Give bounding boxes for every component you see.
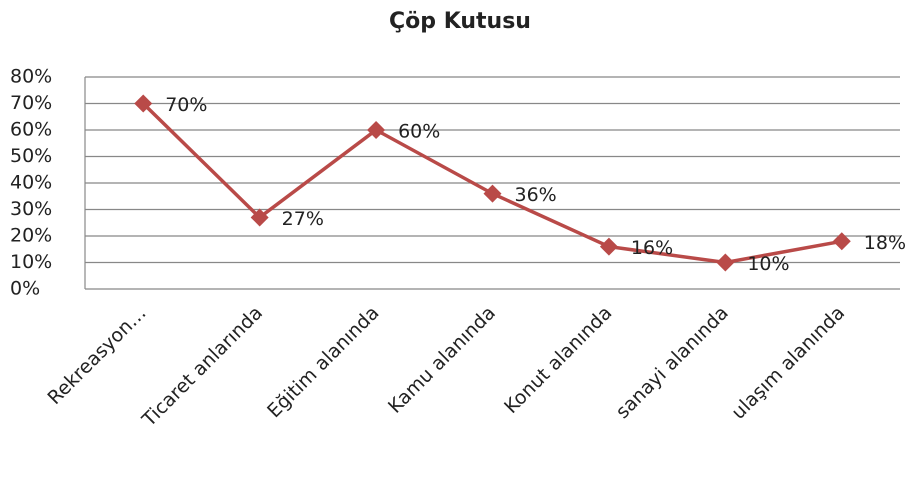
- x-tick-label: sanayi alanında: [612, 302, 733, 423]
- y-tick-label: 0%: [10, 278, 40, 300]
- x-tick-label: Konut alanında: [500, 302, 616, 418]
- x-tick-label: ulaşım alanında: [727, 302, 849, 424]
- x-tick-label: Rekreasyon…: [43, 302, 150, 409]
- y-tick-label: 10%: [10, 251, 52, 273]
- marker: [367, 121, 386, 139]
- data-label: 10%: [747, 253, 789, 275]
- y-tick-label: 80%: [10, 66, 52, 88]
- marker: [832, 232, 851, 251]
- y-tick-label: 60%: [10, 119, 52, 141]
- y-tick-label: 30%: [10, 198, 52, 220]
- data-label: 16%: [631, 237, 673, 259]
- y-tick-label: 40%: [10, 172, 52, 194]
- x-tick-label: Eğitim alanında: [263, 302, 383, 422]
- marker: [134, 94, 153, 113]
- data-label: 36%: [515, 184, 557, 206]
- x-tick-label: Kamu alanında: [384, 302, 500, 418]
- marker: [250, 208, 269, 227]
- data-label: 18%: [864, 232, 906, 254]
- chart-title: Çöp Kutusu: [389, 9, 531, 34]
- y-tick-label: 70%: [10, 92, 52, 114]
- x-tick-label: Ticaret anlarında: [137, 302, 267, 432]
- y-tick-label: 50%: [10, 145, 52, 167]
- marker: [483, 184, 502, 203]
- y-tick-label: 20%: [10, 225, 52, 247]
- marker: [599, 237, 618, 256]
- data-label: 70%: [165, 94, 207, 116]
- marker: [716, 253, 735, 272]
- data-label: 27%: [282, 208, 324, 230]
- data-label: 60%: [398, 121, 440, 143]
